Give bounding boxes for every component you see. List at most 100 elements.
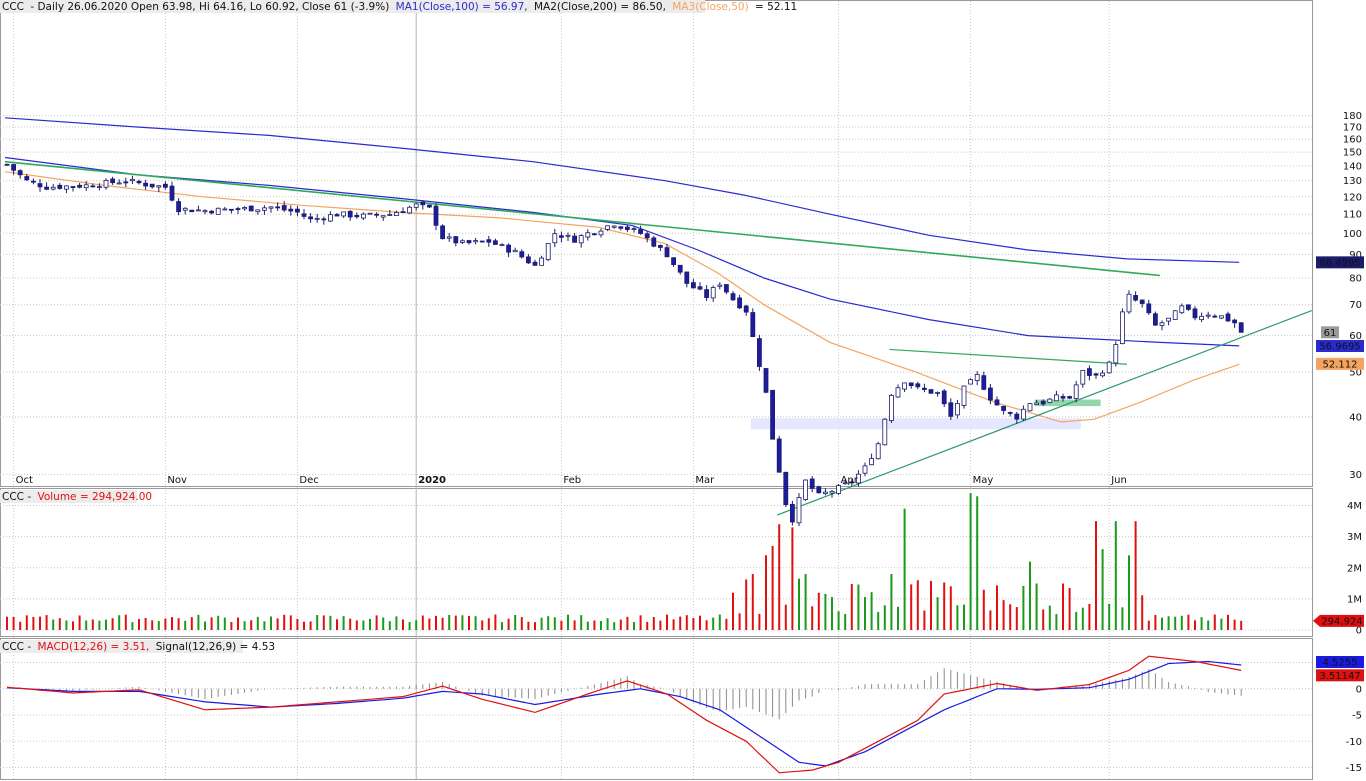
- candle-down: [1087, 368, 1092, 376]
- signal-line: [6, 660, 1242, 767]
- candle-down: [988, 387, 993, 401]
- candle-down: [30, 180, 36, 183]
- candle-up: [1027, 403, 1033, 412]
- candle-down: [691, 282, 696, 289]
- candle-down: [638, 229, 643, 234]
- candle-up: [539, 257, 544, 266]
- candle-up: [512, 249, 518, 253]
- candle-up: [367, 212, 373, 215]
- macd-badge-label: 3.51147: [1319, 671, 1360, 682]
- support-zone-rect: [750, 418, 1081, 430]
- candle-down: [526, 256, 531, 264]
- candle-down: [941, 390, 947, 405]
- candle-up: [578, 235, 584, 244]
- candle-up: [64, 185, 69, 190]
- volume-info-text: CCC - Volume = 294,924.00: [2, 491, 152, 503]
- candle-down: [1153, 313, 1158, 326]
- candle-up: [268, 206, 274, 209]
- candle-down: [684, 271, 690, 284]
- candle-down: [757, 338, 762, 367]
- candle-down: [110, 178, 115, 184]
- candle-up: [1205, 314, 1211, 317]
- price-badge-label: 61: [1324, 328, 1337, 339]
- price-badge-bg: [1316, 256, 1364, 269]
- month-label: Dec: [299, 475, 318, 486]
- price-tick-label: 100: [1343, 229, 1362, 240]
- candle-up: [129, 178, 135, 182]
- candle-down: [592, 233, 597, 236]
- candle-up: [1126, 293, 1132, 313]
- volume-tick-label: 4M: [1347, 501, 1362, 512]
- candle-up: [902, 382, 907, 390]
- candle-down: [790, 503, 795, 523]
- candle-up: [1219, 315, 1224, 319]
- candle-up: [1106, 361, 1112, 374]
- candle-up: [717, 284, 723, 287]
- candle-up: [823, 491, 828, 494]
- candle-down: [453, 236, 459, 244]
- candle-up: [446, 236, 452, 239]
- candle-down: [1186, 304, 1191, 310]
- candle-up: [1073, 384, 1079, 399]
- macd-tick-label: -10: [1346, 737, 1362, 748]
- macd-tick-label: -5: [1352, 711, 1362, 722]
- candle-up: [103, 179, 109, 188]
- candle-down: [347, 210, 353, 218]
- candle-down: [1093, 373, 1099, 376]
- candle-up: [803, 479, 808, 500]
- candle-down: [294, 208, 300, 213]
- candle-down: [783, 471, 789, 506]
- candle-down: [519, 251, 525, 258]
- candle-down: [763, 368, 769, 393]
- macd-info-bg: [0, 640, 243, 653]
- candle-down: [677, 264, 683, 273]
- candle-down: [248, 205, 254, 212]
- candle-down: [1212, 315, 1218, 318]
- candle-down: [90, 185, 96, 188]
- trend-lines: [4, 160, 1313, 516]
- candle-up: [710, 287, 716, 299]
- price-tick-label: 40: [1349, 412, 1362, 423]
- candle-up: [829, 490, 835, 494]
- candle-up: [1166, 317, 1171, 322]
- candle-up: [961, 385, 967, 406]
- price-tick-label: 140: [1343, 161, 1362, 172]
- candle-down: [1040, 400, 1046, 405]
- candle-up: [407, 206, 413, 214]
- price-tick-label: 80: [1349, 273, 1362, 284]
- candle-down: [1192, 308, 1198, 319]
- price-badge-bg: [1316, 339, 1364, 352]
- candle-down: [189, 209, 195, 213]
- candle-down: [572, 235, 577, 243]
- candle-down: [737, 297, 742, 309]
- candle-up: [1113, 344, 1119, 364]
- candle-down: [1225, 313, 1231, 322]
- price-badge-bg: [1321, 326, 1339, 339]
- candle-down: [143, 182, 149, 187]
- candle-down: [532, 261, 538, 266]
- volume-tick-label: 3M: [1347, 532, 1362, 543]
- candle-up: [631, 228, 637, 230]
- macd-info-text: CCC - MACD(12,26) = 3.51, Signal(12,26,9…: [2, 641, 275, 653]
- price-badge-label: 52.112: [1323, 359, 1358, 370]
- month-label: Apr: [841, 475, 859, 486]
- candle-down: [644, 233, 650, 239]
- candle-down: [321, 218, 327, 221]
- candle-up: [974, 374, 980, 381]
- candle-down: [743, 305, 749, 313]
- candle-up: [836, 485, 841, 494]
- volume-badge-label: 294,924: [1321, 616, 1362, 627]
- candle-down: [486, 239, 492, 243]
- price-tick-label: 160: [1343, 135, 1362, 146]
- candle-down: [776, 438, 782, 473]
- candle-down: [308, 216, 314, 220]
- candle-down: [123, 181, 129, 184]
- price-tick-label: 30: [1349, 470, 1362, 481]
- volume-pane: [0, 488, 1313, 637]
- month-label: May: [973, 475, 994, 486]
- candle-up: [459, 240, 465, 243]
- candle-up: [1120, 311, 1125, 345]
- candle-down: [17, 170, 23, 176]
- candle-up: [360, 213, 366, 219]
